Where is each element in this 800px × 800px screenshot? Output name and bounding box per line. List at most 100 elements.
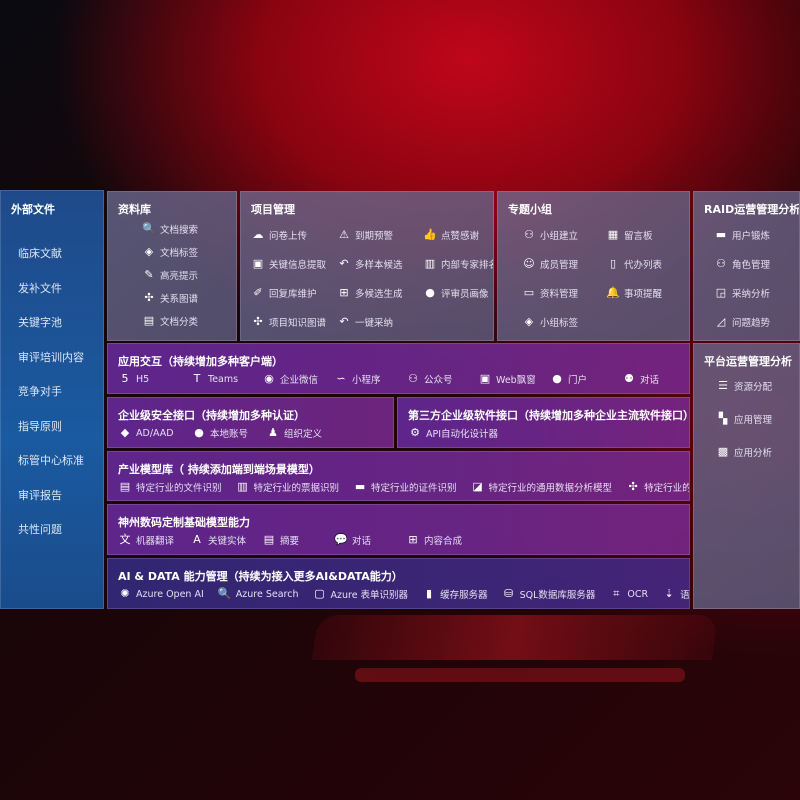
list-item[interactable]: ▭ 资料管理 bbox=[522, 286, 578, 300]
list-item[interactable]: ▩ 应用分析 bbox=[716, 445, 772, 459]
list-item[interactable]: ∽ 小程序 bbox=[334, 372, 406, 386]
sidebar-item[interactable]: 指导原则 bbox=[18, 419, 62, 433]
list-item[interactable]: 5 H5 bbox=[118, 372, 190, 386]
list-item[interactable]: ▣ Web飘窗 bbox=[478, 372, 550, 386]
list-item[interactable]: ⌗ OCR bbox=[609, 587, 648, 601]
list-item[interactable]: ⊞ 多候选生成 bbox=[337, 286, 402, 300]
list-item[interactable]: ▥ 内部专家排名 bbox=[423, 257, 493, 271]
group-icon: ⚇ bbox=[524, 228, 534, 241]
list-item[interactable]: ✣ 特定行业的通用知识图谱模型 bbox=[626, 480, 689, 494]
sidebar-item[interactable]: 共性问题 bbox=[18, 523, 62, 536]
openai-icon: ✺ bbox=[120, 587, 130, 600]
sidebar-item[interactable]: 竞争对手 bbox=[18, 385, 62, 398]
list-item[interactable]: A 关键实体 bbox=[190, 533, 262, 547]
list-item[interactable]: ⇣ 语音理解 bbox=[662, 587, 690, 601]
ranking-icon: ▥ bbox=[424, 257, 436, 270]
item-label: 评审员画像 bbox=[441, 289, 489, 300]
sidebar-item[interactable]: 临床文献 bbox=[18, 247, 62, 260]
miniprogram-icon: ∽ bbox=[336, 372, 346, 385]
list-item[interactable]: ⚉ 对话 bbox=[622, 372, 689, 386]
pen-icon: ✎ bbox=[144, 268, 154, 281]
list-item[interactable]: ↶ 多样本候选 bbox=[337, 257, 403, 271]
list-item[interactable]: ▬ 用户锻炼 bbox=[714, 228, 770, 242]
list-item[interactable]: ✣ 项目知识图谱 bbox=[251, 315, 326, 329]
list-item[interactable]: ⚙ API自动化设计器 bbox=[408, 426, 508, 440]
list-item[interactable]: ● 门户 bbox=[550, 372, 622, 386]
list-item[interactable]: ☁ 问卷上传 bbox=[251, 228, 308, 242]
list-item[interactable]: ♟ 组织定义 bbox=[266, 426, 340, 440]
item-label: AD/AAD bbox=[136, 427, 174, 439]
sidebar-item[interactable]: 审评培训内容 bbox=[18, 350, 84, 364]
list-item[interactable]: ⚠ 到期预警 bbox=[337, 228, 393, 242]
panel-library: 资料库 🔍 文档搜索 ◈ 文档标签 ✎ 高亮提示 ✣ 关系图谱 ▤ 文档分类 bbox=[107, 191, 237, 341]
list-item[interactable]: 🔍 文档搜索 bbox=[142, 222, 198, 236]
user-add-icon: ☺ bbox=[523, 257, 535, 270]
user-icon: ● bbox=[194, 426, 204, 439]
list-item[interactable]: ⚇ 角色管理 bbox=[714, 257, 770, 271]
alarm-icon: ⚠ bbox=[339, 228, 349, 241]
list-item[interactable]: ⚇ 小组建立 bbox=[522, 228, 578, 242]
panel-title: 神州数码定制基础模型能力 bbox=[118, 516, 250, 529]
edit-icon: ✐ bbox=[253, 286, 263, 299]
list-item[interactable]: ⛁ SQL数据库服务器 bbox=[502, 587, 596, 601]
html5-icon: 5 bbox=[121, 372, 129, 385]
list-item[interactable]: ▣ 关键信息提取 bbox=[251, 257, 326, 271]
group-icon: ⚇ bbox=[716, 257, 726, 270]
list-item[interactable]: ◈ 文档标签 bbox=[142, 245, 198, 259]
doc-classify-icon: ▤ bbox=[143, 314, 155, 327]
list-item[interactable]: ◪ 特定行业的通用数据分析模型 bbox=[471, 480, 612, 494]
list-item[interactable]: ▥ 特定行业的票据识别 bbox=[236, 480, 339, 494]
list-item[interactable]: ▚ 应用管理 bbox=[716, 412, 772, 426]
list-item[interactable]: ▮ 缓存服务器 bbox=[422, 587, 488, 601]
list-item[interactable]: T Teams bbox=[190, 372, 262, 386]
list-item[interactable]: ▤ 摘要 bbox=[262, 533, 334, 547]
item-label: 问题趋势 bbox=[732, 318, 771, 329]
entity-icon: A bbox=[193, 533, 201, 546]
panel-group: 专题小组 ⚇ 小组建立 ▦ 留言板 ☺ 成员管理 ▯ 代办列表 ▭ 资料管理 🔔 事项提醒 ◈ 小组标签 bbox=[497, 191, 690, 341]
group-icon: ⚇ bbox=[408, 372, 418, 385]
item-label: 小组建立 bbox=[540, 231, 579, 242]
sidebar-item[interactable]: 发补文件 bbox=[18, 281, 62, 295]
list-item[interactable]: ⚇ 公众号 bbox=[406, 372, 478, 386]
list-item[interactable]: ▦ 留言板 bbox=[606, 228, 653, 242]
sidebar-item[interactable]: 标管中心标准 bbox=[18, 454, 84, 467]
item-label: 采纳分析 bbox=[732, 289, 771, 300]
item-label: 文档搜索 bbox=[160, 225, 199, 236]
list-item[interactable]: ● 评审员画像 bbox=[423, 286, 489, 300]
list-item[interactable]: ▤ 特定行业的文件识别 bbox=[118, 480, 222, 494]
list-item[interactable]: ✺ Azure Open AI bbox=[118, 587, 203, 601]
list-item[interactable]: 文机器翻译 bbox=[118, 533, 190, 547]
list-item[interactable]: 🔔 事项提醒 bbox=[606, 286, 662, 300]
list-item[interactable]: 💬 对话 bbox=[334, 533, 406, 547]
list-item[interactable]: ✣ 关系图谱 bbox=[142, 291, 198, 305]
list-item[interactable]: ✎ 高亮提示 bbox=[142, 268, 198, 282]
list-item[interactable]: 👍 点赞感谢 bbox=[423, 228, 479, 242]
item-label: 内容合成 bbox=[424, 536, 463, 547]
list-item[interactable]: 🔍 Azure Search bbox=[218, 587, 299, 601]
item-label: 应用管理 bbox=[734, 415, 773, 426]
item-label: SQL数据库服务器 bbox=[519, 590, 596, 601]
list-item[interactable]: ☰ 资源分配 bbox=[716, 379, 772, 393]
list-item[interactable]: ◿ 问题趋势 bbox=[714, 315, 770, 329]
panel-title: 资料库 bbox=[118, 203, 151, 216]
list-item[interactable]: ● 本地账号 bbox=[192, 426, 266, 440]
speech-icon: ⇣ bbox=[664, 587, 674, 600]
list-item[interactable]: ✐ 回复库维护 bbox=[251, 286, 316, 300]
list-item[interactable]: ▬ 特定行业的证件识别 bbox=[353, 480, 457, 494]
list-item[interactable]: ☺ 成员管理 bbox=[522, 257, 578, 271]
item-label: 关键信息提取 bbox=[269, 260, 327, 271]
list-item[interactable]: ▢ Azure 表单识别器 bbox=[312, 587, 408, 601]
item-label: 文档标签 bbox=[160, 248, 199, 259]
list-item[interactable]: ◆ AD/AAD bbox=[118, 426, 192, 440]
list-item[interactable]: ↶ 一键采纳 bbox=[337, 315, 393, 329]
sidebar-item[interactable]: 审评报告 bbox=[18, 488, 62, 502]
list-item[interactable]: ◈ 小组标签 bbox=[522, 315, 578, 329]
list-item[interactable]: ⊞ 内容合成 bbox=[406, 533, 478, 547]
item-label: 多样本候选 bbox=[355, 260, 403, 271]
item-label: Teams bbox=[208, 373, 239, 385]
list-item[interactable]: ◲ 采纳分析 bbox=[714, 286, 770, 300]
list-item[interactable]: ◉ 企业微信 bbox=[262, 372, 334, 386]
list-item[interactable]: ▤ 文档分类 bbox=[142, 314, 198, 328]
sidebar-item[interactable]: 关键字池 bbox=[18, 316, 62, 329]
list-item[interactable]: ▯ 代办列表 bbox=[606, 257, 662, 271]
